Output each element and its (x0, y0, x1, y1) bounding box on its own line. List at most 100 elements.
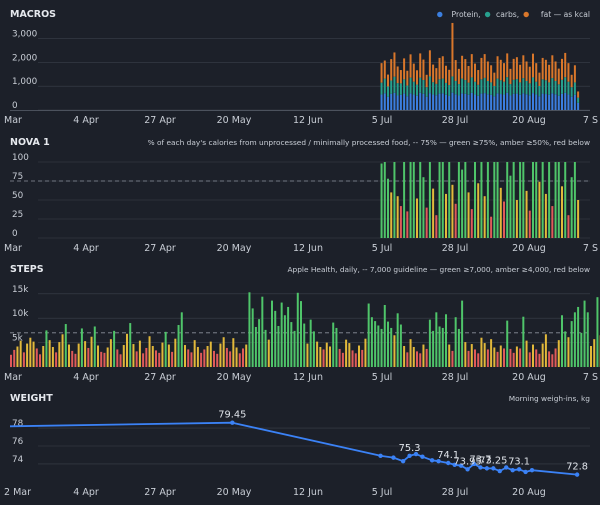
steps-bar (535, 349, 538, 367)
steps-bar (203, 349, 206, 367)
steps-bar (242, 348, 244, 367)
macros-bar-carbs (557, 84, 560, 96)
weight-x-tick-label: 28 Jul (442, 487, 469, 498)
steps-bar (42, 346, 45, 367)
steps-bar (332, 322, 335, 367)
nova-bar (493, 162, 496, 238)
nova-bar (393, 162, 396, 238)
macros-bar-protein (544, 94, 547, 110)
weight-x-tick-label: 20 Aug (512, 487, 546, 498)
steps-x-tick-label: 28 Jul (442, 372, 469, 383)
macros-bar-fat (535, 63, 538, 82)
macros-bar-carbs (454, 80, 457, 95)
steps-bar (129, 323, 132, 367)
steps-bar (544, 334, 547, 367)
macros-bar-protein (454, 94, 457, 110)
macros-bar-fat (573, 65, 576, 83)
weight-point (429, 458, 435, 463)
macros-title: MACROS (10, 9, 56, 20)
macros-bar-fat (461, 55, 464, 79)
steps-bar (219, 343, 222, 367)
macros-bar-protein (425, 96, 428, 110)
macros-panel: MACROS fat — as kcal carbs, Protein, 0 1,00… (4, 9, 598, 126)
macros-bar-protein (409, 93, 412, 110)
steps-bar (499, 345, 502, 367)
weight-point (478, 465, 483, 470)
steps-bar (225, 347, 228, 367)
macros-bar-fat (538, 72, 541, 86)
steps-bar (548, 351, 551, 367)
macros-bar-protein (548, 94, 551, 110)
steps-bar (425, 348, 428, 367)
macros-bar-protein (506, 92, 509, 110)
nova-bar (528, 210, 531, 238)
weight-x-tick-label: 4 Apr (73, 487, 99, 498)
steps-bar (193, 340, 196, 367)
steps-bar (470, 344, 473, 367)
weight-data-label: 73.95 (454, 456, 482, 467)
weight-point (452, 462, 457, 467)
nova-bar (412, 162, 415, 238)
steps-bar (190, 352, 193, 367)
steps-bar (522, 316, 525, 367)
macros-bar-fat (451, 22, 454, 77)
macros-bar-carbs (512, 79, 515, 94)
macros-bar-fat (548, 64, 551, 83)
nova-bar (432, 188, 435, 238)
macros-bar-protein (390, 93, 393, 110)
steps-bar (80, 328, 83, 367)
macros-bar-carbs (438, 79, 441, 94)
nova-title: NOVA 1 (10, 137, 50, 148)
steps-bar (409, 339, 412, 367)
macros-bar-carbs (464, 80, 467, 94)
weight-point (529, 467, 535, 473)
macros-bar-protein (557, 95, 560, 110)
macros-bar-carbs (470, 77, 473, 93)
steps-bar (93, 326, 96, 367)
macros-y-tick-label: 1,000 (12, 77, 38, 87)
macros-bar-carbs (474, 81, 476, 95)
steps-bar (71, 350, 74, 367)
steps-y-tick-label: 10k (12, 309, 29, 319)
nova-y-tick-label: 25 (12, 210, 23, 220)
macros-legend-label: fat — as kcal (541, 10, 590, 19)
macros-bar-protein (419, 92, 422, 110)
macros-bar-protein (477, 95, 480, 110)
steps-bar (312, 331, 315, 367)
nova-bar (425, 207, 428, 238)
macros-bar-carbs (577, 97, 580, 103)
macros-bar-protein (403, 93, 406, 110)
nova-bar (457, 162, 460, 238)
steps-bar (577, 306, 580, 367)
macros-bar-protein (445, 94, 447, 110)
macros-bar-carbs (390, 80, 393, 94)
nova-x-tick-label: 4 Apr (73, 243, 99, 254)
macros-bar-fat (486, 61, 489, 81)
steps-y-tick-label: 5k (12, 334, 24, 344)
macros-bar-carbs (432, 82, 435, 95)
macros-y-tick-label: 3,000 (12, 30, 38, 40)
steps-bar (119, 354, 122, 367)
macros-bar-protein (435, 95, 438, 110)
steps-bar (351, 350, 354, 367)
steps-bar (512, 352, 515, 367)
macros-bar-fat (470, 54, 473, 78)
steps-bar (451, 350, 454, 367)
nova-bar (483, 196, 486, 238)
steps-bar (406, 352, 409, 367)
steps-bar (586, 312, 589, 367)
steps-bar (29, 337, 32, 367)
macros-bar-carbs (428, 76, 431, 94)
macros-bar-carbs (448, 85, 451, 96)
steps-bar (367, 303, 370, 367)
macros-bar-protein (512, 93, 515, 110)
macros-bar-fat (570, 74, 573, 88)
steps-bar (187, 349, 190, 367)
macros-bar-protein (567, 94, 570, 110)
steps-bar (525, 340, 528, 367)
steps-x-tick-label: 4 Apr (73, 372, 99, 383)
nova-panel: NOVA 1 % of each day's calories from unp… (4, 137, 598, 254)
steps-bar (271, 300, 273, 367)
weight-panel: WEIGHT Morning weigh-ins, kg 74 76 78 79.45… (4, 393, 590, 498)
macros-bar-fat (464, 59, 467, 81)
